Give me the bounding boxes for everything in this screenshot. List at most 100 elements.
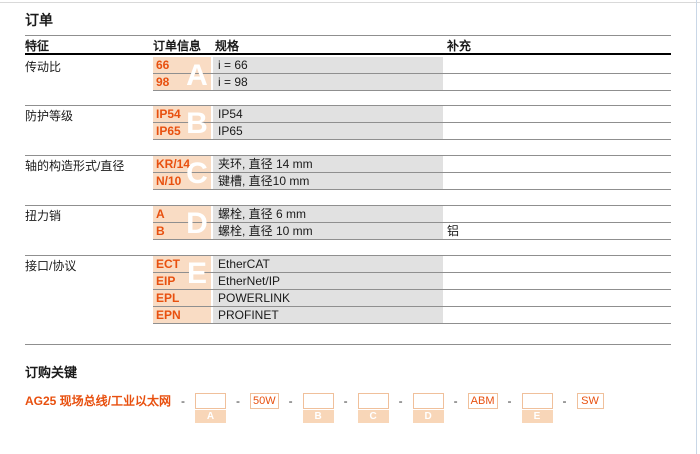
- order-code-cell: 98: [153, 74, 211, 90]
- key-dash: -: [562, 394, 567, 408]
- header-spec: 规格: [215, 39, 240, 53]
- header-supplement: 补充: [447, 39, 472, 53]
- table-group-interface: 接口/协议 E ECT EtherCAT EIP EtherNet/IP EPL…: [25, 255, 671, 324]
- table-group-shaft: 轴的构造形式/直径 C KR/14 夹环, 直径 14 mm N/10 键槽, …: [25, 155, 671, 190]
- order-code-cell: ECT: [153, 256, 211, 272]
- key-slot-d-label: D: [412, 410, 444, 423]
- product-name: AG25 现场总线/工业以太网: [25, 394, 172, 408]
- group-letter-overlay: B: [186, 107, 208, 140]
- header-feature: 特征: [25, 39, 50, 53]
- feature-label: 防护等级: [25, 109, 74, 123]
- supplement-cell: [443, 57, 671, 73]
- table-header: 特征 订单信息 规格 补充: [25, 35, 671, 55]
- table-group-torque-pin: 扭力销 D A 螺栓, 直径 6 mm B 螺栓, 直径 10 mm 铝: [25, 205, 671, 240]
- key-slot-b: B: [302, 393, 334, 423]
- group-letter-overlay: D: [186, 207, 208, 240]
- order-code-cell: EPL: [153, 290, 211, 306]
- feature-label: 接口/协议: [25, 259, 77, 273]
- section-divider: [25, 344, 671, 345]
- order-code-cell: EIP: [153, 273, 211, 289]
- key-dash: -: [181, 394, 186, 408]
- header-order-info: 订单信息: [153, 39, 202, 53]
- supplement-cell: [443, 106, 671, 122]
- feature-label: 传动比: [25, 60, 62, 74]
- spec-cell: i = 98: [213, 74, 443, 90]
- spec-cell: 夹环, 直径 14 mm: [213, 156, 443, 172]
- table-group-protection: 防护等级 B IP54 IP54 IP65 IP65: [25, 105, 671, 140]
- key-slot-e-box: [521, 393, 553, 409]
- key-slot-c-box: [357, 393, 389, 409]
- table-row: 98 i = 98: [153, 74, 671, 91]
- key-dash: -: [398, 394, 403, 408]
- spec-cell: POWERLINK: [213, 290, 443, 306]
- page-title: 订单: [25, 12, 53, 28]
- order-code-cell: IP65: [153, 123, 211, 139]
- spec-cell: 螺栓, 直径 6 mm: [213, 206, 443, 222]
- table-group-ratio: 传动比 A 66 i = 66 98 i = 98: [25, 57, 671, 92]
- order-code-cell: KR/14: [153, 156, 211, 172]
- feature-label: 轴的构造形式/直径: [25, 159, 125, 173]
- key-slot-a-box: [195, 393, 227, 409]
- key-value-abm: ABM: [467, 393, 498, 409]
- key-slot-c: C: [357, 393, 389, 423]
- viewer-edge-rule: [696, 0, 697, 454]
- key-dash: -: [507, 394, 512, 408]
- supplement-cell: [443, 290, 671, 306]
- order-code-cell: IP54: [153, 106, 211, 122]
- order-code-cell: EPN: [153, 307, 211, 323]
- spec-cell: 螺栓, 直径 10 mm: [213, 223, 443, 239]
- supplement-cell: [443, 173, 671, 189]
- key-dash: -: [236, 394, 241, 408]
- spec-cell: i = 66: [213, 57, 443, 73]
- table-row: IP54 IP54: [153, 106, 671, 123]
- spec-cell: EtherCAT: [213, 256, 443, 272]
- group-letter-overlay: E: [186, 257, 207, 290]
- spec-cell: IP54: [213, 106, 443, 122]
- spec-cell: EtherNet/IP: [213, 273, 443, 289]
- key-slot-a-label: A: [195, 410, 227, 423]
- spec-cell: 键槽, 直径10 mm: [213, 173, 443, 189]
- supplement-cell: [443, 273, 671, 289]
- group-letter-overlay: C: [186, 157, 208, 190]
- table-row: EPL POWERLINK: [153, 290, 671, 307]
- order-code-cell: A: [153, 206, 211, 222]
- table-row: B 螺栓, 直径 10 mm 铝: [153, 223, 671, 240]
- feature-label: 扭力销: [25, 209, 62, 223]
- table-row: KR/14 夹环, 直径 14 mm: [153, 156, 671, 173]
- group-letter-overlay: A: [186, 59, 208, 92]
- table-row: EPN PROFINET: [153, 307, 671, 324]
- key-dash: -: [288, 394, 293, 408]
- supplement-cell: [443, 156, 671, 172]
- key-dash: -: [453, 394, 458, 408]
- key-dash: -: [343, 394, 348, 408]
- key-slot-c-label: C: [357, 410, 389, 423]
- key-slot-d-box: [412, 393, 444, 409]
- table-row: A 螺栓, 直径 6 mm: [153, 206, 671, 223]
- key-slot-b-label: B: [302, 410, 334, 423]
- key-slot-e-label: E: [521, 410, 553, 423]
- supplement-cell: 铝: [447, 224, 460, 238]
- key-slot-e: E: [521, 393, 553, 423]
- supplement-cell: [443, 206, 671, 222]
- order-code-cell: N/10: [153, 173, 211, 189]
- table-row: IP65 IP65: [153, 123, 671, 140]
- ordering-key-title: 订购关键: [25, 365, 78, 380]
- table-row: EIP EtherNet/IP: [153, 273, 671, 290]
- key-value-sw: SW: [576, 393, 604, 409]
- ordering-key-row: AG25 现场总线/工业以太网 - A - 50W - B - C - D - …: [25, 393, 604, 423]
- supplement-cell: [443, 256, 671, 272]
- key-slot-d: D: [412, 393, 444, 423]
- spec-cell: IP65: [213, 123, 443, 139]
- order-code-cell: 66: [153, 57, 211, 73]
- key-slot-b-box: [302, 393, 334, 409]
- supplement-cell: [443, 123, 671, 139]
- key-value-power: 50W: [250, 393, 279, 409]
- key-slot-a: A: [195, 393, 227, 423]
- page-top-rule: [0, 2, 700, 3]
- table-row: 66 i = 66: [153, 57, 671, 74]
- supplement-cell: [443, 307, 671, 323]
- supplement-cell: [443, 74, 671, 90]
- table-row: ECT EtherCAT: [153, 256, 671, 273]
- table-row: N/10 键槽, 直径10 mm: [153, 173, 671, 190]
